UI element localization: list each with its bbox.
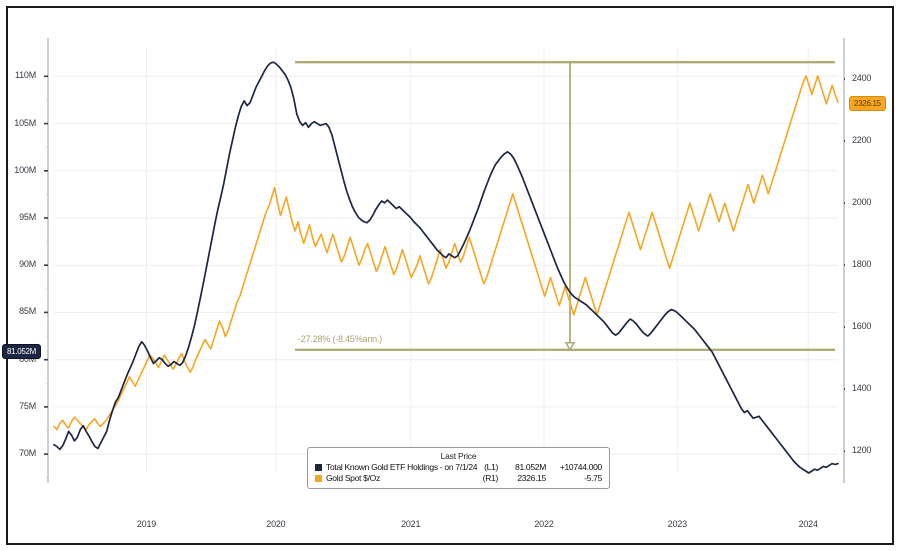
- x-axis-tick: 2021: [401, 519, 421, 529]
- x-axis-tick: 2023: [667, 519, 687, 529]
- legend-last-price: 81.052M: [515, 462, 546, 472]
- annotation-drawing: [295, 61, 835, 352]
- legend-change: -5.75: [584, 473, 602, 483]
- x-axis-tick: 2022: [534, 519, 554, 529]
- x-axis-tick: 2019: [136, 519, 157, 529]
- legend-last-price: 2326.15: [517, 473, 546, 483]
- left-axis-tick: 110M: [14, 70, 36, 81]
- legend-title: Last Price: [440, 451, 477, 461]
- left-axis-tick: 95M: [19, 212, 36, 222]
- left-axis-tick: 75M: [19, 400, 36, 411]
- legend-item[interactable]: Gold Spot $/Oz (R1) 2326.15 -5.75: [315, 473, 602, 484]
- chart-canvas: [44, 38, 845, 483]
- x-axis-tick: 2020: [266, 519, 286, 529]
- legend-axis-tag: (R1): [482, 473, 499, 483]
- right-axis-tick: 1200: [852, 445, 872, 456]
- gridlines: [54, 48, 838, 473]
- right-axis-tick: 2000: [852, 197, 872, 208]
- left-axis-tick: 70M: [19, 448, 36, 459]
- x-axis-tick: 2024: [798, 519, 818, 529]
- right-axis-tick: 1600: [852, 321, 872, 332]
- legend-change: +10744.000: [559, 462, 602, 472]
- gold-spot-line: [53, 75, 839, 431]
- left-axis-tick: 80M: [19, 353, 36, 364]
- right-value-badge: 2326.15: [849, 95, 886, 111]
- right-axis-tick: 2400: [852, 73, 872, 83]
- legend-series-name: Gold Spot $/Oz: [326, 473, 380, 483]
- left-axis-tick: 100M: [14, 164, 36, 175]
- right-axis-tick: 2200: [852, 135, 872, 146]
- legend-item[interactable]: Total Known Gold ETF Holdings - on 7/1/2…: [315, 462, 602, 473]
- left-axis-tick: 105M: [14, 117, 36, 128]
- drawdown-annotation-label: -27.28% (-8.45%ann.): [298, 333, 383, 344]
- axis-lines: [44, 38, 845, 483]
- legend-axis-tag: (L1): [484, 462, 498, 472]
- left-axis-tick: 90M: [19, 259, 36, 270]
- plot-area: [40, 30, 845, 485]
- legend-rows: Total Known Gold ETF Holdings - on 7/1/2…: [315, 462, 602, 484]
- legend-series-name: Total Known Gold ETF Holdings - on 7/1/2…: [326, 462, 478, 472]
- left-axis-tick: 85M: [19, 306, 36, 317]
- etf-holdings-line: [53, 61, 839, 474]
- right-axis-tick: 1800: [852, 259, 872, 270]
- right-axis-tick: 1400: [852, 383, 872, 394]
- chart-legend[interactable]: Last Price Total Known Gold ETF Holdings…: [307, 447, 610, 489]
- legend-color-swatch: [315, 475, 322, 482]
- left-value-badge: 81.052M: [2, 343, 42, 359]
- legend-color-swatch: [315, 464, 322, 471]
